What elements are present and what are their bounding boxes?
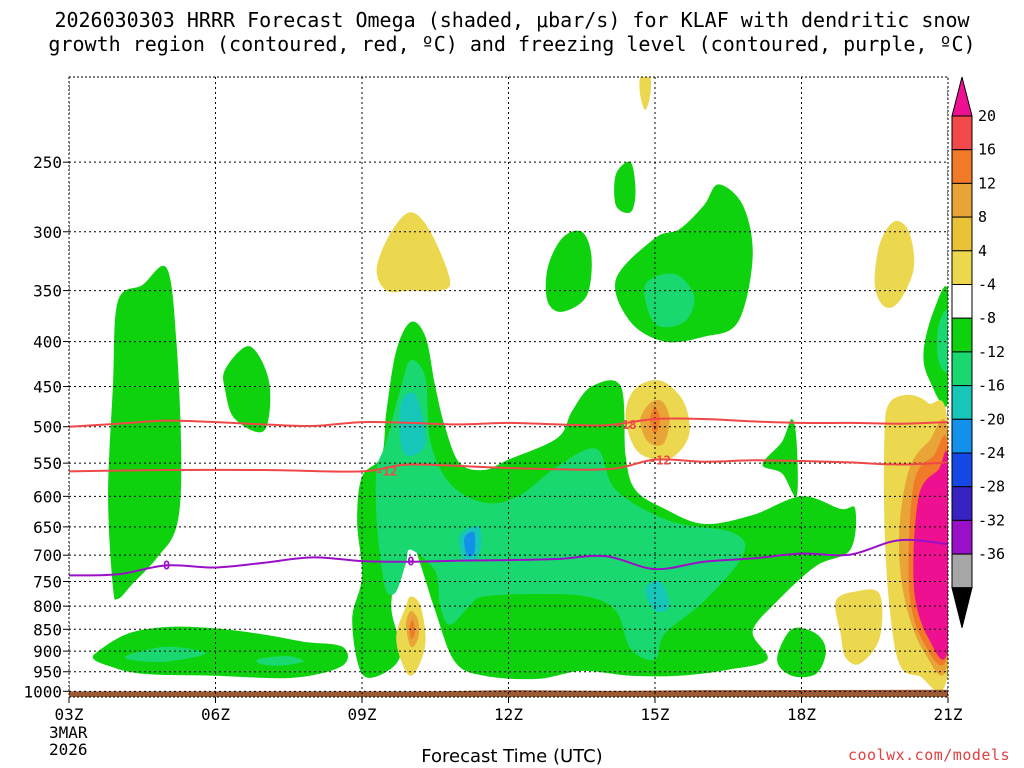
omega-region-yellow-20z <box>874 220 915 308</box>
omega-region-yellow-top-15z <box>639 77 652 110</box>
colorbar-swatch-6 <box>951 317 973 353</box>
y-tick-label-250: 250 <box>33 153 62 172</box>
title-line-1: 2026030303 HRRR Forecast Omega (shaded, … <box>54 8 970 32</box>
y-tick-label-1000: 1000 <box>23 682 62 701</box>
x-tick-label-06Z: 06Z <box>201 705 230 724</box>
y-tick-label-750: 750 <box>33 573 62 592</box>
x-tick-label-09Z: 09Z <box>348 705 377 724</box>
omega-region-right-edge <box>923 286 948 407</box>
dgz-contour--12 <box>69 458 948 473</box>
colorbar-label-10: -24 <box>978 444 1005 462</box>
colorbar-label-8: -16 <box>978 377 1005 395</box>
y-tick-label-450: 450 <box>33 378 62 397</box>
colorbar-swatch-3 <box>951 216 973 252</box>
omega-region-teal-bottom-left <box>124 646 206 663</box>
colorbar-label-4: 4 <box>978 242 987 260</box>
title-line-2: growth region (contoured, red, ºC) and f… <box>48 32 976 56</box>
freezing-label-0: 0 <box>163 558 170 572</box>
dgz-label-1: -12 <box>376 464 398 478</box>
colorbar-swatch-2 <box>951 182 973 218</box>
colorbar-label-5: -4 <box>978 276 996 294</box>
omega-region-bottom-left <box>92 626 348 679</box>
omega-region-small-left <box>223 346 271 433</box>
omega-region-blue-a <box>464 531 476 557</box>
colorbar-swatch-10 <box>951 452 973 488</box>
x-tick-label-12Z: 12Z <box>494 705 523 724</box>
y-tick-label-900: 900 <box>33 642 62 661</box>
colorbar-swatch-1 <box>951 149 973 184</box>
omega-region-teal-bottom-mid <box>256 656 304 666</box>
x-tick-label-03Z: 03Z <box>55 705 84 724</box>
omega-region-teal-right-edge <box>937 310 948 373</box>
omega-region-blob-17z <box>762 419 798 498</box>
colorbar-label-0: 20 <box>978 107 996 125</box>
x-tick-label-21Z: 21Z <box>934 705 963 724</box>
omega-region-blob-14z <box>614 161 636 214</box>
omega-region-yellow-19z <box>835 589 883 665</box>
omega-region-cyan-a <box>399 392 426 457</box>
colorbar-swatch-5 <box>951 284 973 319</box>
y-tick-label-650: 650 <box>33 518 62 537</box>
omega-region-yellow-10z-small <box>405 244 416 275</box>
dgz-label-2: -12 <box>649 453 671 467</box>
colorbar-swatch-7 <box>951 351 973 387</box>
y-tick-label-400: 400 <box>33 333 62 352</box>
chart-title: 2026030303 HRRR Forecast Omega (shaded, … <box>0 8 1024 56</box>
y-tick-label-850: 850 <box>33 620 62 639</box>
colorbar-label-6: -8 <box>978 309 996 327</box>
omega-region-red-15z <box>650 407 660 435</box>
x-axis-label: Forecast Time (UTC) <box>421 746 603 767</box>
dgz-contour--18 <box>69 417 948 428</box>
omega-region-cyan-c <box>645 580 670 613</box>
omega-region-blob-13z <box>545 230 592 312</box>
colorbar-label-2: 12 <box>978 174 996 192</box>
colorbar-swatch-8 <box>951 385 973 420</box>
colorbar-swatch-13 <box>951 553 973 589</box>
colorbar-top-triangle <box>951 76 973 117</box>
start-date-line2: 2026 <box>49 740 88 759</box>
colorbar-label-3: 8 <box>978 208 987 226</box>
colorbar-swatch-9 <box>951 418 973 454</box>
colorbar-label-12: -32 <box>978 511 1005 529</box>
y-tick-label-550: 550 <box>33 454 62 473</box>
colorbar-swatch-4 <box>951 250 973 286</box>
colorbar-label-7: -12 <box>978 343 1005 361</box>
site-credit: coolwx.com/models <box>847 746 1010 764</box>
colorbar-swatch-11 <box>951 486 973 521</box>
colorbar-swatch-12 <box>951 519 973 555</box>
freezing-level-contour <box>69 538 948 577</box>
colorbar-bottom-triangle <box>951 587 973 628</box>
colorbar-label-13: -36 <box>978 545 1005 563</box>
y-tick-label-950: 950 <box>33 663 62 682</box>
omega-region-big-left <box>108 265 182 600</box>
colorbar-swatch-0 <box>951 115 973 151</box>
omega-region-red-10z <box>409 619 415 639</box>
y-tick-label-700: 700 <box>33 546 62 565</box>
y-tick-label-300: 300 <box>33 223 62 242</box>
omega-region-teal-cloud <box>644 273 695 328</box>
x-tick-label-15Z: 15Z <box>641 705 670 724</box>
y-tick-label-350: 350 <box>33 282 62 301</box>
colorbar-label-9: -20 <box>978 410 1005 428</box>
colorbar-label-11: -28 <box>978 478 1005 496</box>
x-tick-label-18Z: 18Z <box>787 705 816 724</box>
colorbar-label-1: 16 <box>978 141 996 159</box>
y-tick-label-500: 500 <box>33 418 62 437</box>
dgz-label-0: -18 <box>615 418 637 432</box>
freezing-label-1: 0 <box>407 555 414 569</box>
start-date-line1: 3MAR <box>49 723 88 742</box>
y-tick-label-800: 800 <box>33 597 62 616</box>
y-tick-label-600: 600 <box>33 487 62 506</box>
